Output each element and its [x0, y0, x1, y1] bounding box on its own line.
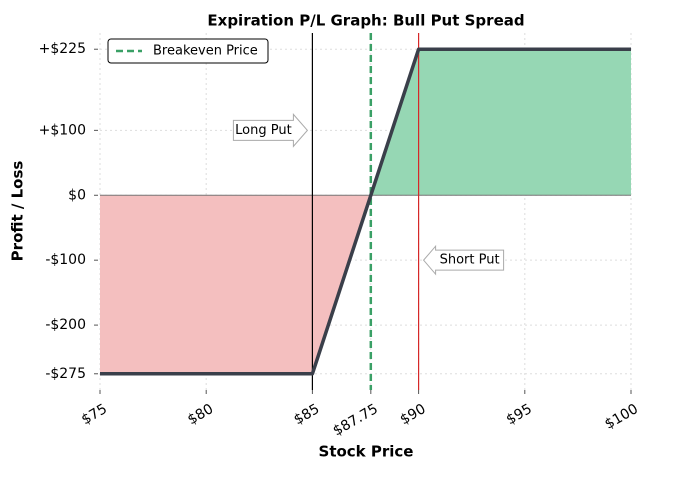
- legend-label: Breakeven Price: [153, 44, 258, 59]
- x-tick-label: $87.75: [330, 401, 380, 439]
- loss-area: [100, 195, 371, 374]
- x-tick-label: $90: [397, 401, 428, 428]
- x-tick-label: $80: [185, 401, 216, 428]
- legend-box: [107, 38, 269, 64]
- y-tick-label: +$100: [39, 122, 86, 138]
- pl-line: [100, 47, 631, 376]
- annotation-label: Long Put: [235, 123, 292, 138]
- x-axis-label: Stock Price: [319, 443, 414, 461]
- y-tick-label: $0: [68, 187, 86, 203]
- x-tick-label: $75: [79, 401, 110, 428]
- x-tick-label: $95: [504, 401, 535, 428]
- annotation-arrow: [422, 244, 505, 276]
- profit-area: [370, 49, 631, 196]
- chart-title: Expiration P/L Graph: Bull Put Spread: [207, 12, 524, 30]
- annotation-label: Short Put: [440, 253, 500, 268]
- x-tick-label: $100: [602, 401, 641, 433]
- y-tick-label: -$275: [45, 366, 86, 382]
- x-tick-label: $85: [291, 401, 322, 428]
- annotation-arrow: [232, 113, 309, 148]
- y-tick-label: -$100: [45, 252, 86, 268]
- y-tick-label: +$225: [39, 41, 86, 57]
- y-axis-label: Profit / Loss: [9, 161, 27, 262]
- y-tick-label: -$200: [45, 317, 86, 333]
